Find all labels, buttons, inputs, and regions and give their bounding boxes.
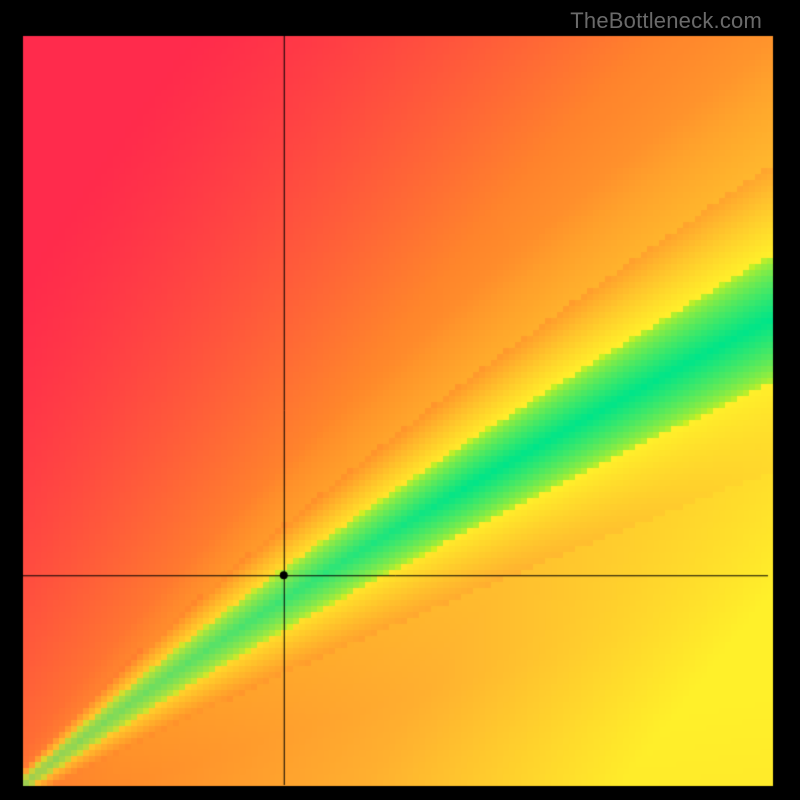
bottleneck-heatmap <box>0 0 800 800</box>
watermark-text: TheBottleneck.com <box>570 8 762 34</box>
